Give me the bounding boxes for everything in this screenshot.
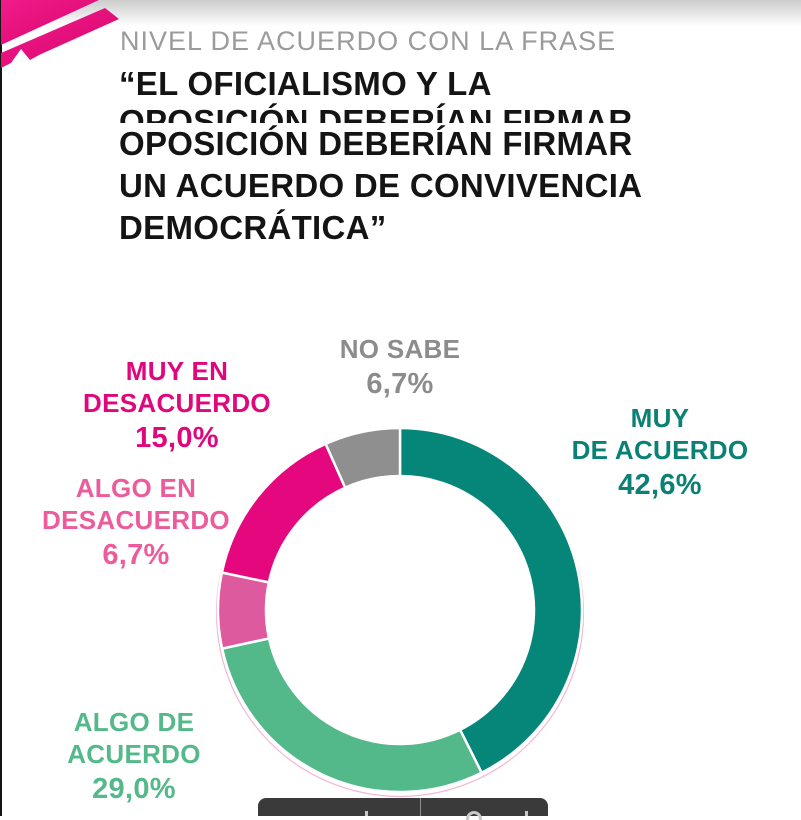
pink-ribbon-flag-icon [1,0,119,68]
footer-logo-bar [258,798,548,820]
label-algo-de-acuerdo: ALGO DE ACUERDO 29,0% [67,706,201,805]
label-line: MUY EN [125,356,229,386]
donut-segment-muy-de-acuerdo [398,426,584,775]
label-line: MUY [630,403,690,433]
label-line: ALGO DE [73,707,195,737]
label-pct: 6,7% [102,539,170,571]
title-line-1: “EL OFICIALISMO Y LA [119,65,492,102]
label-line: NO SABE [339,334,461,364]
footer-partial-glyph [365,811,368,816]
label-muy-de-acuerdo: MUY DE ACUERDO 42,6% [572,402,749,501]
footer-divider [420,798,421,816]
label-line: DESACUERDO [42,505,230,535]
label-line: DESACUERDO [83,388,271,418]
label-line: ACUERDO [67,739,201,769]
label-pct: 42,6% [618,469,702,501]
title-line-clipped-text: OPOSICIÓN DEBERÍAN FIRMAR [119,103,633,123]
title-line-4: DEMOCRÁTICA” [119,209,387,246]
donut-segment-no-sabe [323,426,402,490]
donut-segment-algo-de-acuerdo [220,636,484,794]
footer-partial-glyph [525,811,528,816]
donut-segment-muy-en-desacuerdo [220,442,347,584]
label-pct: 6,7% [366,368,434,400]
label-line: DE ACUERDO [571,435,749,465]
label-no-sabe: NO SABE 6,7% [340,333,461,400]
title-line-clipped-artifact: OPOSICIÓN DEBERÍAN FIRMAR [119,102,779,123]
left-edge-line [0,0,2,816]
label-muy-en-desacuerdo: MUY EN DESACUERDO 15,0% [83,355,271,454]
label-algo-en-desacuerdo: ALGO EN DESACUERDO 6,7% [42,472,230,571]
top-gradient-band [0,0,801,26]
label-pct: 15,0% [135,422,219,454]
title-line-2: OPOSICIÓN DEBERÍAN FIRMAR [119,125,633,162]
chart-eyebrow: NIVEL DE ACUERDO CON LA FRASE [120,26,617,56]
label-pct: 29,0% [92,773,176,805]
label-line: ALGO EN [75,473,197,503]
donut-segment-algo-en-desacuerdo [216,571,271,651]
title-line-3: UN ACUERDO DE CONVIVENCIA [119,167,643,204]
